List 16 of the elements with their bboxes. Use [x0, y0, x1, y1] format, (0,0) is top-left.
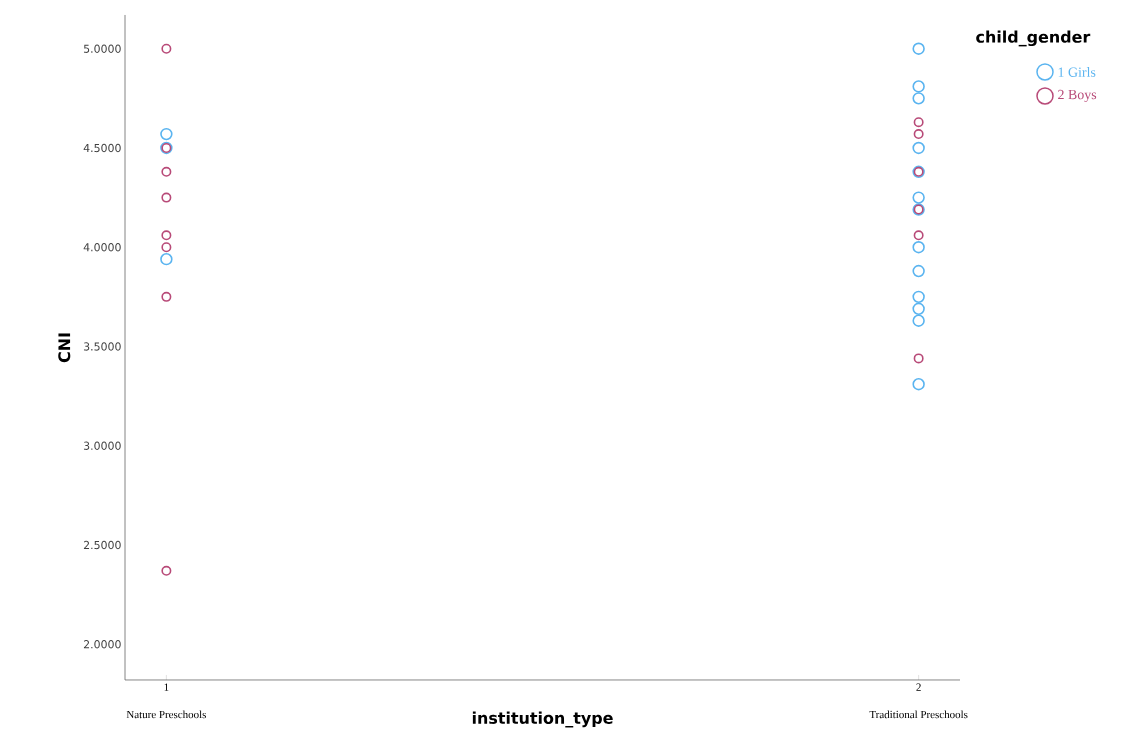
y-axis-title: CNI — [58, 333, 71, 363]
y-tick-label: 3.0000 — [83, 441, 121, 450]
y-tick-label: 3.5000 — [83, 342, 121, 351]
y-tick-label: 2.5000 — [83, 540, 121, 550]
legend-label: 1 Girls — [1058, 67, 1096, 77]
text: Traditional Preschools — [869, 710, 968, 719]
legend-label: 2 Boys — [1058, 89, 1097, 103]
x-axis-title: institution_type — [472, 711, 613, 728]
x-tick-label: 1 — [164, 683, 169, 691]
y-tick-label: 5.0000 — [83, 44, 121, 53]
text: Nature Preschools — [126, 710, 206, 719]
y-tick-label: 2.0000 — [83, 640, 121, 649]
x-tick-label: 2 — [916, 683, 921, 691]
legend-title: child_gender — [976, 30, 1091, 47]
y-tick-label: 4.5000 — [83, 143, 121, 153]
y-tick-label: 4.0000 — [83, 243, 121, 252]
